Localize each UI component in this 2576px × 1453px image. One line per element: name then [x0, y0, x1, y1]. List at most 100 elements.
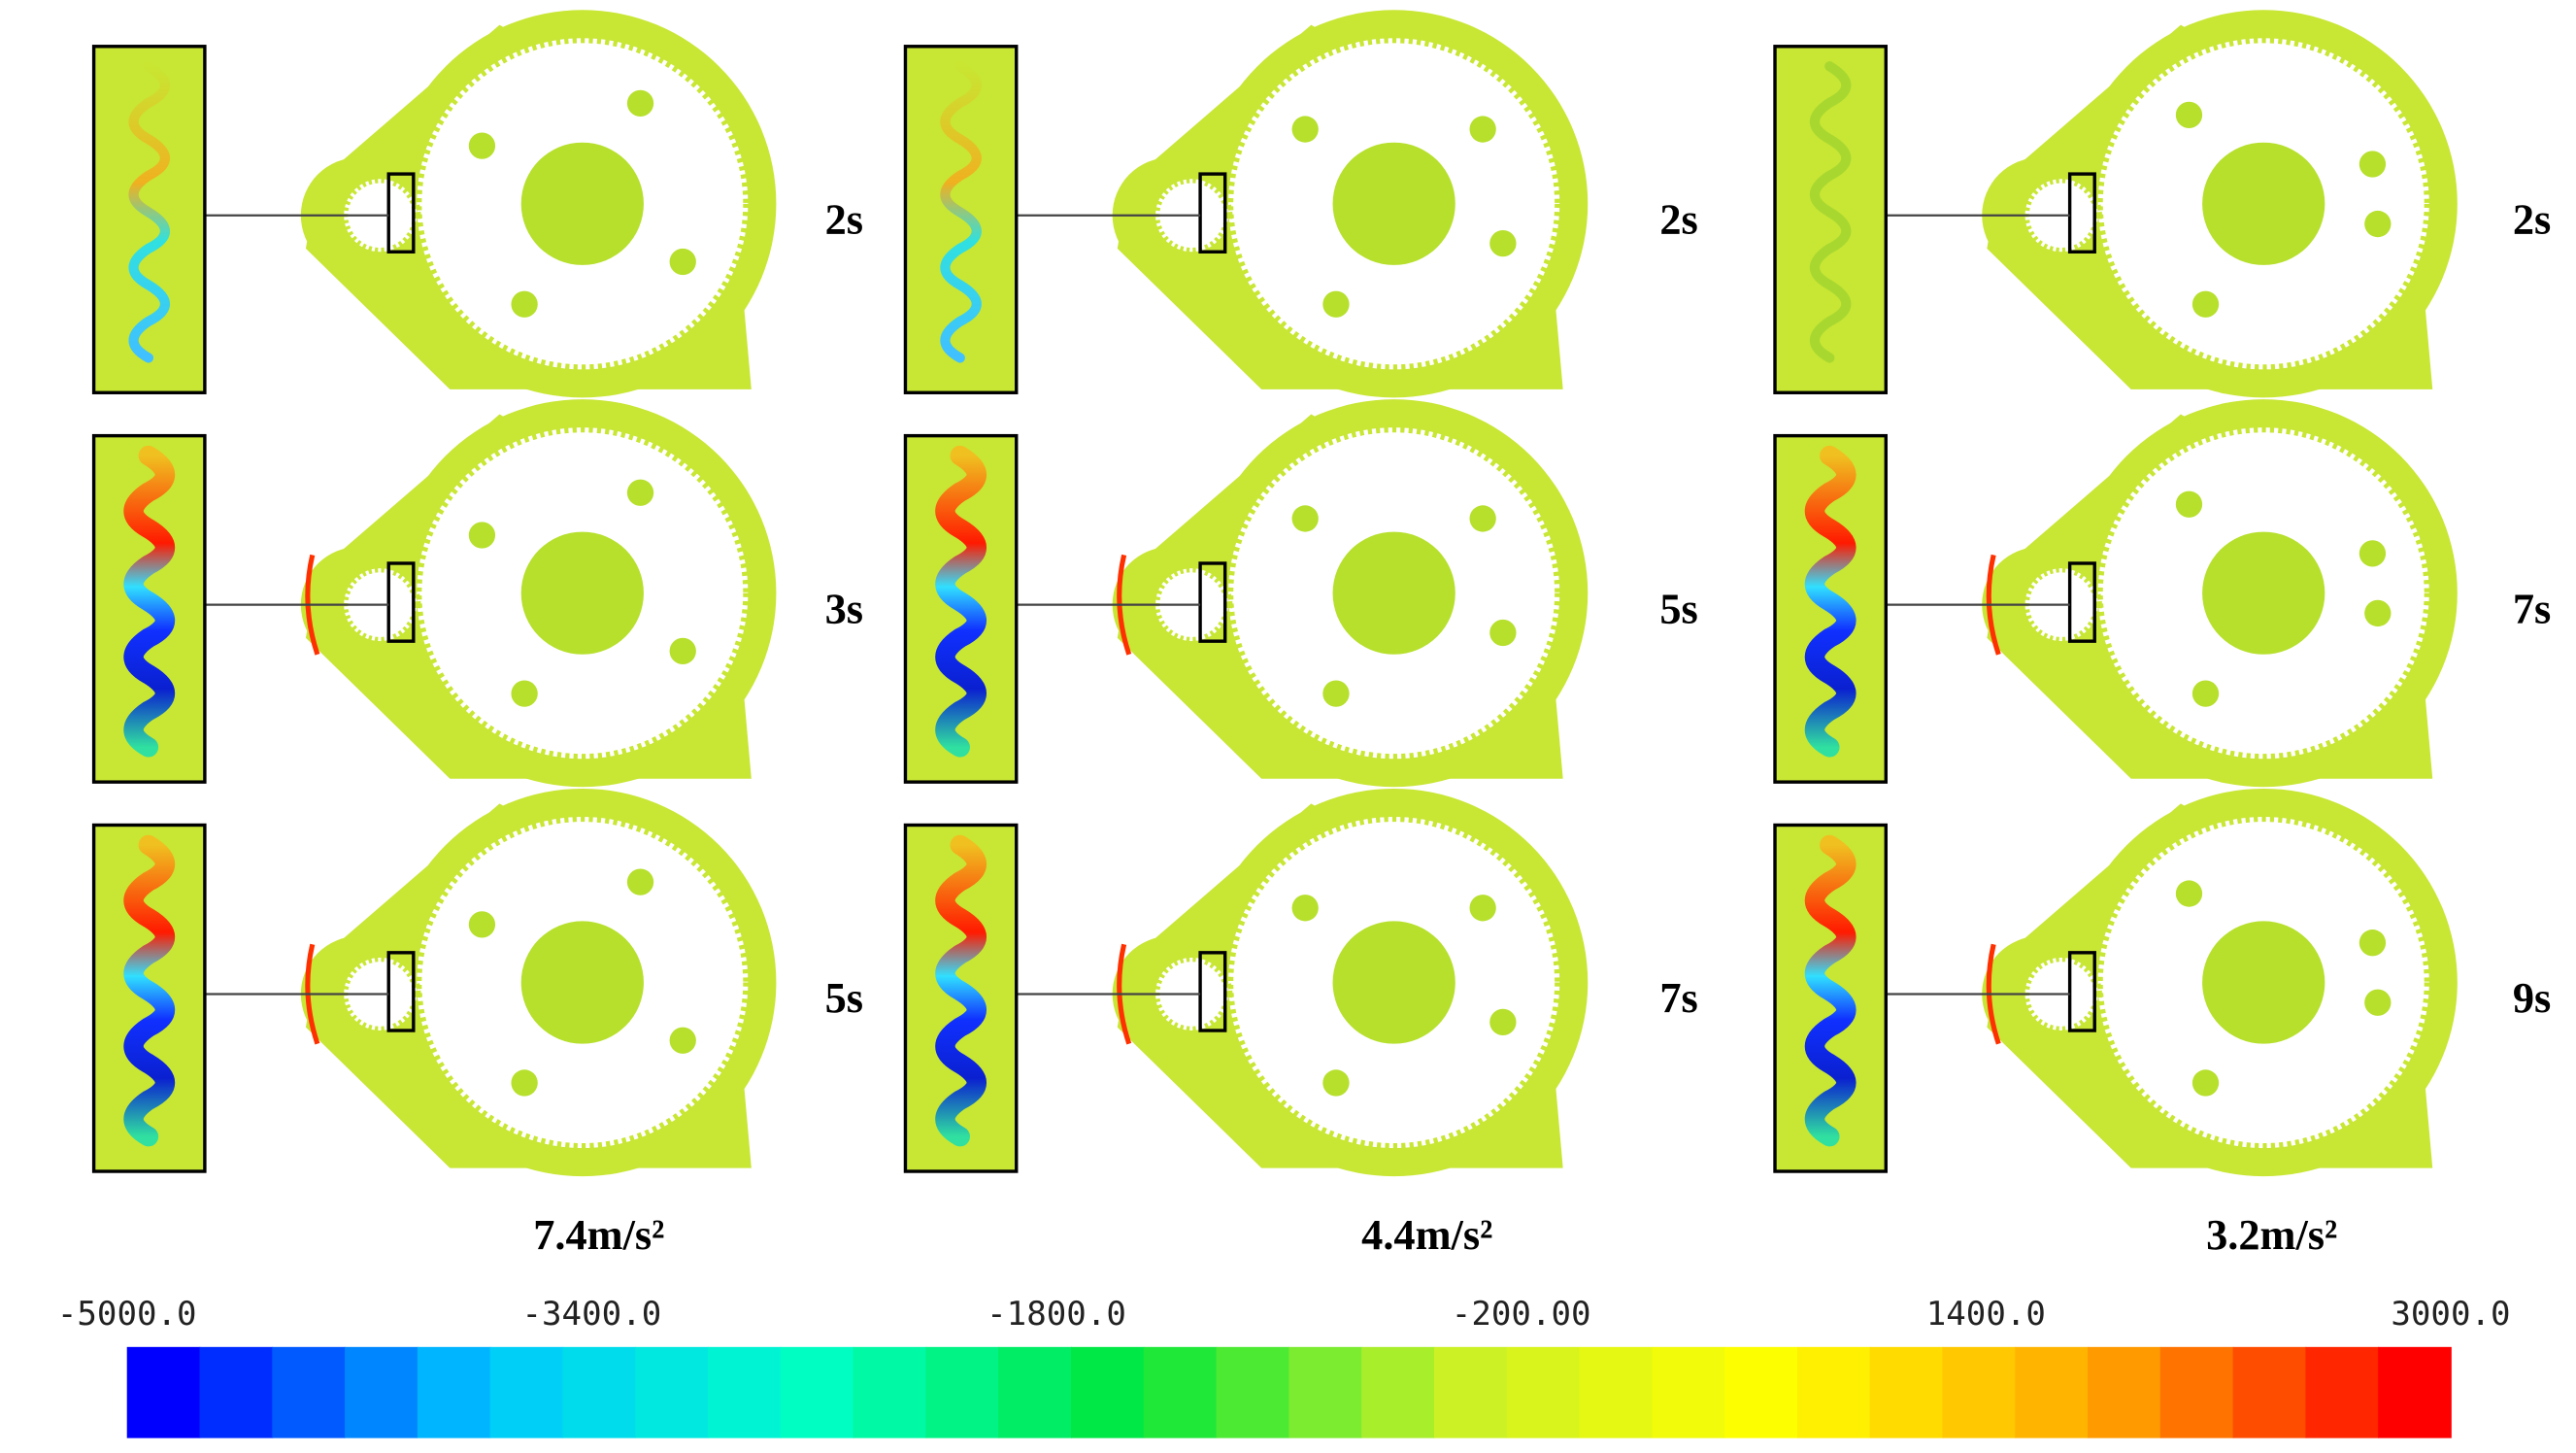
time-label: 2s	[2513, 194, 2551, 243]
time-label: 9s	[2513, 973, 2551, 1022]
tooth-contact	[123, 445, 175, 758]
time-label: 2s	[1659, 194, 1697, 243]
bolt-hole	[1469, 895, 1496, 922]
colorbar-segment	[1433, 1346, 1508, 1438]
colorbar-segment	[1652, 1346, 1725, 1438]
acceleration-label: 4.4m/s²	[1361, 1210, 1492, 1259]
colorbar-segment	[1579, 1346, 1654, 1438]
colorbar-segment	[199, 1346, 274, 1438]
tooth-contact	[940, 61, 982, 363]
time-label: 2s	[825, 194, 863, 243]
colorbar-segment	[417, 1346, 491, 1438]
panel: 2s	[91, 10, 863, 398]
zoom-box	[1198, 172, 1227, 253]
colorbar-segment	[925, 1346, 1000, 1438]
hub	[2202, 531, 2325, 655]
time-label: 5s	[1659, 584, 1697, 632]
colorbar-segment	[1796, 1346, 1871, 1438]
colorbar-segment	[489, 1346, 564, 1438]
zoom-box	[2067, 951, 2096, 1032]
tooth-contact	[935, 834, 987, 1147]
zoom-box	[386, 951, 416, 1032]
hub	[520, 921, 644, 1044]
colorbar-segment	[780, 1346, 854, 1438]
tooth-contact	[1804, 445, 1857, 758]
bolt-hole	[1322, 1069, 1350, 1097]
bolt-hole	[468, 522, 496, 549]
colorbar-tick-label: 1400.0	[1926, 1295, 2046, 1334]
colorbar-segment	[1143, 1346, 1218, 1438]
bolt-hole	[468, 132, 496, 159]
tooth-contact	[128, 61, 170, 363]
panel: 5s	[91, 788, 863, 1177]
tooth-contact	[1804, 834, 1857, 1147]
bolt-hole	[626, 89, 654, 118]
time-label: 7s	[1659, 973, 1697, 1022]
bolt-hole	[2359, 929, 2387, 957]
panel: 5s	[903, 399, 1698, 788]
bolt-hole	[1291, 116, 1319, 143]
hub	[520, 142, 644, 265]
colorbar-segment	[1724, 1346, 1798, 1438]
bolt-hole	[511, 1069, 538, 1097]
bolt-hole	[669, 637, 696, 665]
time-label: 5s	[825, 973, 863, 1022]
panel: 2s	[903, 10, 1698, 398]
bolt-hole	[468, 911, 496, 938]
colorbar-segment	[1869, 1346, 1944, 1438]
colorbar-tick-label: -3400.0	[522, 1295, 662, 1334]
colorbar-segment	[1942, 1346, 2017, 1438]
hub	[520, 531, 644, 655]
bolt-hole	[2364, 989, 2392, 1016]
bolt-hole	[1489, 619, 1517, 647]
colorbar-segment	[126, 1346, 201, 1438]
bolt-hole	[2359, 151, 2387, 178]
bolt-hole	[626, 868, 654, 895]
bolt-hole	[1322, 680, 1350, 707]
panel: 9s	[1773, 788, 2551, 1177]
bolt-hole	[2364, 599, 2392, 627]
bolt-hole	[2191, 680, 2220, 707]
panel: 7s	[903, 788, 1698, 1177]
colorbar-segment	[2232, 1346, 2307, 1438]
colorbar-segment	[708, 1346, 782, 1438]
tooth-contact	[123, 834, 175, 1147]
bolt-hole	[2359, 540, 2387, 567]
bolt-hole	[2175, 880, 2203, 907]
bolt-hole	[511, 290, 538, 318]
time-label: 7s	[2513, 584, 2551, 632]
bolt-hole	[626, 479, 654, 506]
time-label: 3s	[825, 584, 863, 632]
tooth-contact	[1809, 61, 1852, 363]
colorbar-segment	[1288, 1346, 1362, 1438]
zoom-box	[1198, 951, 1227, 1032]
colorbar-tick-label: -5000.0	[57, 1295, 197, 1334]
colorbar-segment	[562, 1346, 637, 1438]
panel: 3s	[91, 399, 863, 788]
bolt-hole	[511, 680, 538, 707]
colorbar-segment	[1216, 1346, 1290, 1438]
colorbar-segment	[2159, 1346, 2234, 1438]
bolt-hole	[669, 248, 696, 276]
colorbar-tick-label: -1800.0	[987, 1295, 1126, 1334]
colorbar-segment	[345, 1346, 418, 1438]
bolt-hole	[1291, 895, 1319, 922]
colorbar-segment	[2088, 1346, 2161, 1438]
colorbar-segment	[272, 1346, 346, 1438]
colorbar-segment	[1070, 1346, 1145, 1438]
bolt-hole	[2364, 210, 2392, 238]
colorbar-segment	[2015, 1346, 2089, 1438]
bolt-hole	[2191, 1069, 2220, 1097]
colorbar-segment	[2378, 1346, 2452, 1438]
bolt-hole	[2175, 101, 2203, 128]
tooth-contact	[935, 445, 987, 758]
bolt-hole	[1469, 505, 1496, 532]
panel: 2s	[1773, 10, 2551, 398]
zoom-box	[386, 561, 416, 643]
acceleration-label: 7.4m/s²	[533, 1210, 664, 1259]
bolt-hole	[669, 1027, 696, 1054]
zoom-box	[386, 172, 416, 253]
bolt-hole	[2191, 290, 2220, 318]
